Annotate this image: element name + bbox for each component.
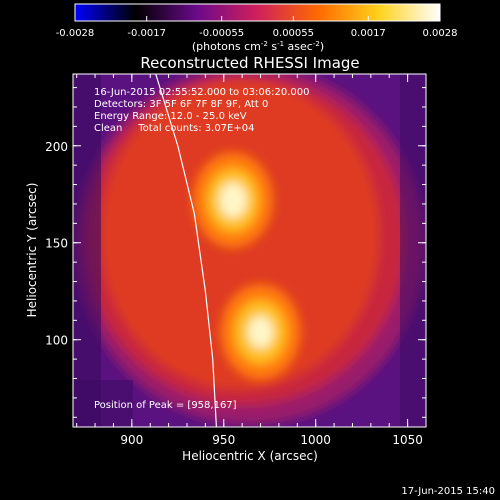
x-tick-label: 950 [212, 433, 235, 447]
peak-position-text: Position of Peak = [958,167] [94, 400, 237, 411]
colorbar-tick-label: -0.0028 [56, 28, 95, 39]
plot-frame [72, 73, 427, 428]
colorbar-unit-label: (photons cm-2 s-1 asec-2) [192, 40, 324, 53]
colorbar [74, 3, 441, 22]
chart-title: Reconstructed RHESSI Image [140, 54, 359, 72]
method-counts-text: Clean Total counts: 3.07E+04 [94, 123, 254, 134]
colorbar-tick-label: -0.00055 [199, 28, 244, 39]
y-tick-label: 200 [45, 140, 68, 154]
x-tick-label: 900 [120, 433, 143, 447]
colorbar-ticks: -0.0028 -0.0017 -0.00055 0.00055 0.0017 0.002… [56, 16, 458, 39]
source-peak [247, 315, 274, 349]
time-range-text: 16-Jun-2015 02:55:52.000 to 03:06:20.000 [94, 87, 310, 98]
energy-range-text: Energy Range: 12.0 - 25.0 keV [94, 111, 247, 122]
colorbar-tick-label: 0.0017 [351, 28, 386, 39]
detectors-text: Detectors: 3F 5F 6F 7F 8F 9F, Att 0 [94, 99, 268, 110]
colorbar-tick-label: 0.0028 [423, 28, 458, 39]
solar-limb [155, 74, 218, 427]
x-axis-label: Heliocentric X (arcsec) [182, 449, 318, 463]
footer-timestamp: 17-Jun-2015 15:40 [401, 486, 495, 497]
y-tick-label: 150 [45, 237, 68, 251]
y-axis-label: Heliocentric Y (arcsec) [25, 183, 39, 318]
y-tick-label: 100 [45, 334, 68, 348]
colorbar-tick-label: -0.0017 [127, 28, 166, 39]
colorbar-tick-label: 0.00055 [273, 28, 314, 39]
x-tick-label: 1050 [392, 433, 423, 447]
plot-image [73, 74, 426, 427]
source-peak [218, 182, 247, 219]
axis-ticks: 900 950 1000 1050 100 150 200 [45, 74, 427, 447]
x-tick-label: 1000 [300, 433, 331, 447]
